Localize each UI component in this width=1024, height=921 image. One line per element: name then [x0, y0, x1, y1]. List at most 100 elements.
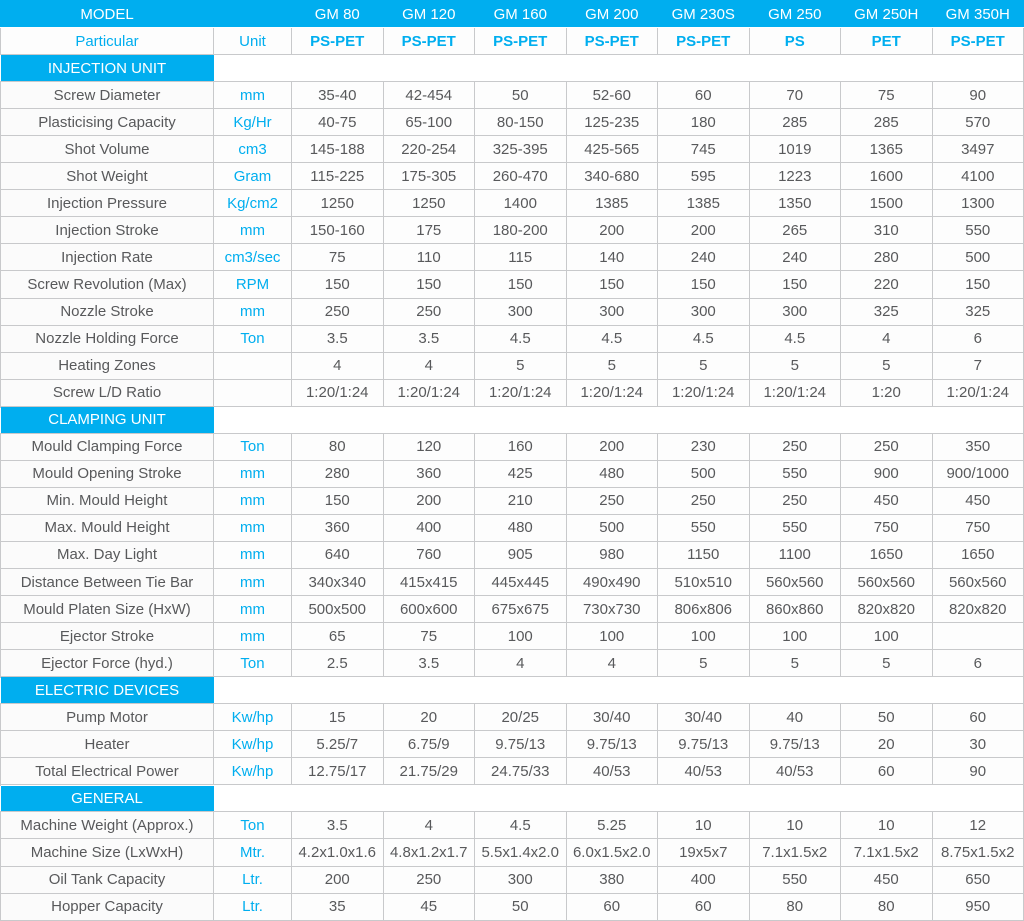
value-cell: 80-150: [474, 108, 567, 137]
value-cell: 360: [291, 513, 384, 542]
value-cell: 70: [748, 81, 841, 110]
row-label: Nozzle Holding Force: [0, 324, 214, 353]
value-cell: 90: [931, 757, 1024, 786]
value-cell: 250: [382, 297, 475, 326]
model-header-cell: GM 350H: [931, 0, 1024, 29]
value-cell: 50: [840, 703, 933, 732]
row-unit: Kw/hp: [213, 757, 292, 786]
value-cell: 980: [565, 540, 658, 569]
value-cell: 42-454: [382, 81, 475, 110]
data-row: Pump Motor Kw/hp 15 20 20/25 30/40 30/40 40 50 60: [0, 703, 1024, 732]
row-label: Min. Mould Height: [0, 486, 214, 515]
value-cell: 7.1x1.5x2: [840, 838, 933, 867]
row-label: Injection Pressure: [0, 189, 214, 218]
value-cell: 4.5: [748, 324, 841, 353]
value-cell: 75: [840, 81, 933, 110]
value-cell: 10: [657, 811, 750, 840]
model-row: MODEL GM 80 GM 120 GM 160 GM 200 GM 230S GM 25…: [0, 0, 1024, 29]
row-label: Screw L/D Ratio: [0, 378, 214, 407]
data-row: Heating Zones 4 4 5 5 5 5 5 7: [0, 351, 1024, 380]
value-cell: 75: [291, 243, 384, 272]
value-cell: 340x340: [291, 567, 384, 597]
value-cell: 570: [931, 108, 1024, 137]
value-cell: 1150: [657, 540, 750, 569]
row-label: Injection Rate: [0, 243, 214, 272]
value-cell: 115: [474, 243, 567, 272]
particular-header-cell: Particular: [0, 27, 214, 56]
value-cell: 285: [840, 108, 933, 137]
value-cell: 10: [840, 811, 933, 840]
value-cell: 1365: [840, 135, 933, 164]
value-cell: 125-235: [565, 108, 658, 137]
value-cell: 1:20/1:24: [657, 378, 750, 407]
value-cell: 4: [382, 351, 475, 380]
value-cell: 30/40: [657, 703, 750, 732]
value-cell: 40/53: [748, 757, 841, 786]
data-row: Mould Platen Size (HxW) mm 500x500 600x600 6…: [0, 595, 1024, 624]
value-cell: 480: [474, 513, 567, 542]
value-cell: 40/53: [565, 757, 658, 786]
row-label: Heater: [0, 730, 214, 759]
row-unit: Gram: [213, 162, 292, 191]
row-label: Distance Between Tie Bar: [0, 567, 214, 597]
data-row: Ejector Stroke mm 65 75 100 100 100 100 100: [0, 622, 1024, 651]
value-cell: 1:20: [840, 378, 933, 407]
value-cell: 10: [748, 811, 841, 840]
value-cell: 4: [565, 649, 658, 678]
value-cell: 220: [840, 270, 933, 299]
row-label: Total Electrical Power: [0, 757, 214, 786]
model-header-cell: GM 120: [382, 0, 475, 29]
section-row: GENERAL: [0, 785, 1024, 813]
value-cell: 1:20/1:24: [382, 378, 475, 407]
value-cell: 4.5: [474, 324, 567, 353]
value-cell: 4100: [931, 162, 1024, 191]
material-cell: PS-PET: [657, 27, 750, 56]
model-header-cell: GM 230S: [657, 0, 750, 29]
row-label: Screw Diameter: [0, 81, 214, 110]
value-cell: 550: [931, 216, 1024, 245]
value-cell: 595: [657, 162, 750, 191]
value-cell: 21.75/29: [382, 757, 475, 786]
value-cell: 265: [748, 216, 841, 245]
value-cell: 250: [291, 297, 384, 326]
gap-cell: [0, 676, 1024, 678]
value-cell: 20: [840, 730, 933, 759]
material-row: Particular Unit PS-PET PS-PET PS-PET PS-PET PS…: [0, 27, 1024, 56]
value-cell: 140: [565, 243, 658, 272]
row-label: Nozzle Stroke: [0, 297, 214, 326]
value-cell: 200: [382, 486, 475, 515]
value-cell: 8.75x1.5x2: [931, 838, 1024, 867]
value-cell: 400: [657, 865, 750, 894]
value-cell: 4: [474, 649, 567, 678]
row-label: Machine Size (LxWxH): [0, 838, 214, 867]
row-label: Plasticising Capacity: [0, 108, 214, 137]
row-label: Mould Opening Stroke: [0, 459, 214, 488]
value-cell: 60: [840, 757, 933, 786]
value-cell: 100: [565, 622, 658, 651]
value-cell: 425-565: [565, 135, 658, 164]
data-row: Screw L/D Ratio 1:20/1:24 1:20/1:24 1:20/1:…: [0, 378, 1024, 407]
material-cell: PS: [748, 27, 841, 56]
section-row: CLAMPING UNIT: [0, 406, 1024, 434]
value-cell: 4.2x1.0x1.6: [291, 838, 384, 867]
row-unit: cm3/sec: [213, 243, 292, 272]
value-cell: 145-188: [291, 135, 384, 164]
value-cell: 250: [748, 486, 841, 515]
data-row: Max. Mould Height mm 360 400 480 500 550 550 750…: [0, 513, 1024, 542]
value-cell: 80: [748, 892, 841, 921]
row-unit: Kw/hp: [213, 703, 292, 732]
value-cell: 360: [382, 459, 475, 488]
value-cell: 820x820: [931, 595, 1024, 624]
value-cell: 15: [291, 703, 384, 732]
row-unit: Mtr.: [213, 838, 292, 867]
value-cell: 400: [382, 513, 475, 542]
value-cell: 750: [931, 513, 1024, 542]
value-cell: 9.75/13: [748, 730, 841, 759]
value-cell: 6: [931, 324, 1024, 353]
value-cell: 5: [748, 351, 841, 380]
value-cell: 860x860: [748, 595, 841, 624]
model-header-cell: GM 80: [291, 0, 384, 29]
value-cell: 2.5: [291, 649, 384, 678]
value-cell: 1500: [840, 189, 933, 218]
